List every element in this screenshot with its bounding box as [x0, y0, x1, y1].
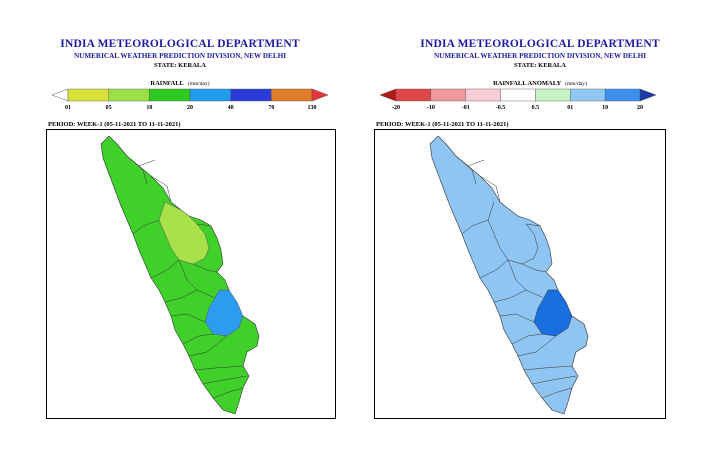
district-boundaries	[126, 155, 248, 399]
legend-tick-label: -20	[392, 105, 400, 111]
rainfall-legend-bar	[52, 88, 328, 102]
legend-swatch	[395, 88, 432, 102]
legend-swatch	[380, 88, 397, 102]
legend-tick-label: 130	[307, 105, 317, 111]
legend-tick-label: 10	[602, 105, 609, 111]
legend-swatch	[108, 88, 150, 102]
legend-swatch	[149, 88, 191, 102]
rainfall-panel: INDIA METEOROLOGICAL DEPARTMENT NUMERICA…	[0, 38, 360, 419]
legend-tick-label: 40	[227, 105, 234, 111]
legend-swatch	[604, 88, 641, 102]
legend-swatch	[500, 88, 536, 102]
legend-swatch	[271, 88, 313, 102]
division-title: NUMERICAL WEATHER PREDICTION DIVISION, N…	[433, 52, 647, 60]
legend-tick-label: 10	[146, 105, 153, 111]
rainfall-legend-ticks: 01 05 10 20 40 70 130	[52, 105, 328, 115]
legend-unit: (mm/day)	[565, 81, 587, 87]
period-label: PERIOD: WEEK-1 (05-11-2021 TO 11-11-2021…	[48, 121, 181, 128]
rainfall-map	[100, 135, 260, 415]
legend-tick-label: -01	[461, 105, 470, 111]
anomaly-legend-ticks: -20 -10 -01 -0.5 0.5 01 10 20	[380, 105, 656, 115]
legend-swatch	[230, 88, 272, 102]
legend-tick-label: 20	[187, 105, 193, 111]
legend-title: RAINFALL (mm/day)	[0, 80, 360, 87]
legend-tick-label: -10	[426, 105, 435, 111]
org-title: INDIA METEOROLOGICAL DEPARTMENT	[60, 38, 300, 50]
legend-tick-label: 20	[637, 105, 643, 111]
legend-title: RAINFALL ANOMALY (mm/day)	[360, 80, 720, 87]
legend-tick-label: 01	[65, 105, 71, 111]
kerala-map-region	[429, 135, 589, 415]
light-rainfall-zone	[158, 201, 210, 265]
legend-title-text: RAINFALL ANOMALY	[493, 80, 562, 87]
legend-tick-label: -0.5	[495, 105, 506, 111]
legend-tick-label: 70	[268, 105, 275, 111]
anomaly-legend-bar	[380, 88, 656, 102]
legend-swatch	[465, 88, 501, 102]
kerala-map-region	[100, 135, 260, 415]
legend-swatch	[535, 88, 571, 102]
legend-tick-label: 0.5	[531, 105, 540, 111]
legend-swatch	[189, 88, 231, 102]
legend-title-text: RAINFALL	[150, 80, 184, 87]
legend-swatch	[67, 88, 109, 102]
period-label: PERIOD: WEEK-1 (05-11-2021 TO 11-11-2021…	[376, 121, 509, 128]
legend-swatch	[570, 88, 606, 102]
legend-tick-label: 01	[567, 105, 574, 111]
org-title: INDIA METEOROLOGICAL DEPARTMENT	[420, 38, 660, 50]
anomaly-panel: INDIA METEOROLOGICAL DEPARTMENT NUMERICA…	[360, 0, 720, 473]
legend-tick-label: 05	[105, 105, 112, 111]
legend-swatch	[311, 88, 328, 102]
division-title: NUMERICAL WEATHER PREDICTION DIVISION, N…	[73, 52, 287, 60]
legend-swatch	[639, 88, 656, 102]
legend-unit: (mm/day)	[187, 81, 210, 87]
rainfall-map-frame	[46, 129, 336, 419]
anomaly-map	[429, 135, 589, 415]
legend-swatch	[430, 88, 466, 102]
district-boundaries	[455, 155, 577, 399]
anomaly-map-frame	[374, 129, 666, 419]
state-title: STATE: KERALA	[154, 62, 206, 69]
state-title: STATE: KERALA	[514, 62, 566, 69]
legend-swatch	[52, 88, 69, 102]
